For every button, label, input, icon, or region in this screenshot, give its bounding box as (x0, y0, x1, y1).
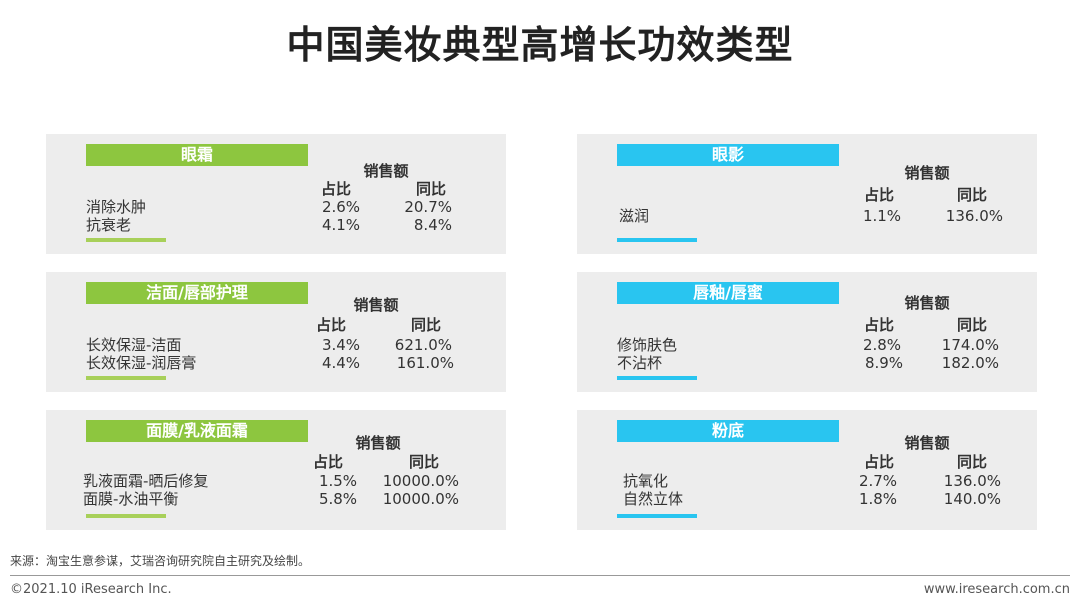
column-header-share: 占比 (320, 180, 351, 198)
yoy-value: 140.0% (943, 490, 1001, 508)
effect-name: 长效保湿-润唇膏 (86, 354, 197, 372)
column-header-share: 占比 (312, 453, 343, 471)
accent-bar (617, 376, 697, 380)
column-header-share: 占比 (863, 186, 894, 204)
share-value: 4.4% (321, 354, 361, 372)
metric-title: 销售额 (904, 164, 950, 182)
panel-foundation: 粉底 销售额 占比 同比 抗氧化 2.7% 136.0% 自然立体 1.8% 1… (577, 410, 1037, 530)
share-value: 2.7% (858, 472, 898, 490)
accent-bar (617, 238, 697, 242)
metric-title: 销售额 (363, 162, 409, 180)
column-header-share: 占比 (315, 316, 346, 334)
panel-lip-gloss: 唇釉/唇蜜 销售额 占比 同比 修饰肤色 2.8% 174.0% 不沾杯 8.9… (577, 272, 1037, 392)
metric-title: 销售额 (904, 294, 950, 312)
share-value: 4.1% (321, 216, 361, 234)
yoy-value: 161.0% (396, 354, 454, 372)
category-label: 面膜/乳液面霜 (86, 420, 308, 442)
effect-name: 乳液面霜-晒后修复 (83, 472, 209, 490)
share-value: 2.8% (862, 336, 902, 354)
accent-bar (617, 514, 697, 518)
effect-name: 自然立体 (623, 490, 684, 508)
panel-cleanser-lip-care: 洁面/唇部护理 销售额 占比 同比 长效保湿-洁面 3.4% 621.0% 长效… (46, 272, 506, 392)
column-header-yoy: 同比 (408, 453, 439, 471)
effect-name: 修饰肤色 (617, 336, 678, 354)
yoy-value: 10000.0% (382, 490, 459, 508)
effect-name: 抗衰老 (86, 216, 132, 234)
column-header-yoy: 同比 (956, 316, 987, 334)
effect-name: 不沾杯 (617, 354, 663, 372)
share-value: 1.5% (318, 472, 358, 490)
share-value: 2.6% (321, 198, 361, 216)
accent-bar (86, 514, 166, 518)
effect-name: 长效保湿-洁面 (86, 336, 182, 354)
category-label: 唇釉/唇蜜 (617, 282, 839, 304)
yoy-value: 8.4% (413, 216, 452, 234)
column-header-share: 占比 (863, 453, 894, 471)
yoy-value: 10000.0% (382, 472, 459, 490)
effect-name: 滋润 (619, 207, 650, 225)
panel-mask-cream: 面膜/乳液面霜 销售额 占比 同比 乳液面霜-晒后修复 1.5% 10000.0… (46, 410, 506, 530)
panel-eyeshadow: 眼影 销售额 占比 同比 滋润 1.1% 136.0% (577, 134, 1037, 254)
panel-eye-cream: 眼霜 销售额 占比 同比 消除水肿 2.6% 20.7% 抗衰老 4.1% 8.… (46, 134, 506, 254)
share-value: 1.1% (862, 207, 902, 225)
accent-bar (86, 376, 166, 380)
share-value: 3.4% (321, 336, 361, 354)
column-header-yoy: 同比 (410, 316, 441, 334)
category-label: 眼霜 (86, 144, 308, 166)
column-header-yoy: 同比 (415, 180, 446, 198)
share-value: 8.9% (864, 354, 904, 372)
category-label: 粉底 (617, 420, 839, 442)
page-title: 中国美妆典型高增长功效类型 (286, 23, 794, 67)
yoy-value: 621.0% (394, 336, 452, 354)
website-link[interactable]: www.iresearch.com.cn (923, 582, 1070, 597)
metric-title: 销售额 (353, 296, 399, 314)
yoy-value: 182.0% (941, 354, 999, 372)
source-note: 来源：淘宝生意参谋，艾瑞咨询研究院自主研究及绘制。 (10, 554, 311, 568)
copyright: ©2021.10 iResearch Inc. (10, 582, 172, 597)
column-header-share: 占比 (863, 316, 894, 334)
yoy-value: 20.7% (404, 198, 452, 216)
category-label: 眼影 (617, 144, 839, 166)
effect-name: 抗氧化 (623, 472, 669, 490)
yoy-value: 136.0% (943, 472, 1001, 490)
share-value: 5.8% (318, 490, 358, 508)
metric-title: 销售额 (355, 434, 401, 452)
footer-divider (10, 575, 1070, 576)
accent-bar (86, 238, 166, 242)
column-header-yoy: 同比 (956, 186, 987, 204)
column-header-yoy: 同比 (956, 453, 987, 471)
share-value: 1.8% (858, 490, 898, 508)
metric-title: 销售额 (904, 434, 950, 452)
yoy-value: 174.0% (941, 336, 999, 354)
effect-name: 面膜-水油平衡 (83, 490, 179, 508)
yoy-value: 136.0% (945, 207, 1003, 225)
effect-name: 消除水肿 (86, 198, 147, 216)
category-label: 洁面/唇部护理 (86, 282, 308, 304)
